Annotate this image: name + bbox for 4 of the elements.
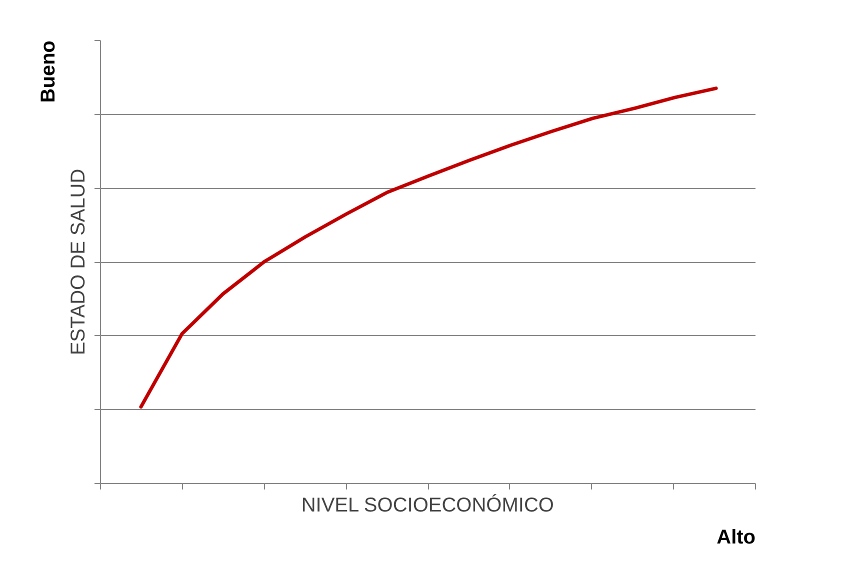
x-axis-title: NIVEL SOCIOECONÓMICO [301, 494, 554, 516]
y-axis-title: ESTADO DE SALUD [68, 168, 90, 356]
text: Alto [716, 526, 756, 548]
text: Bueno [38, 40, 60, 103]
